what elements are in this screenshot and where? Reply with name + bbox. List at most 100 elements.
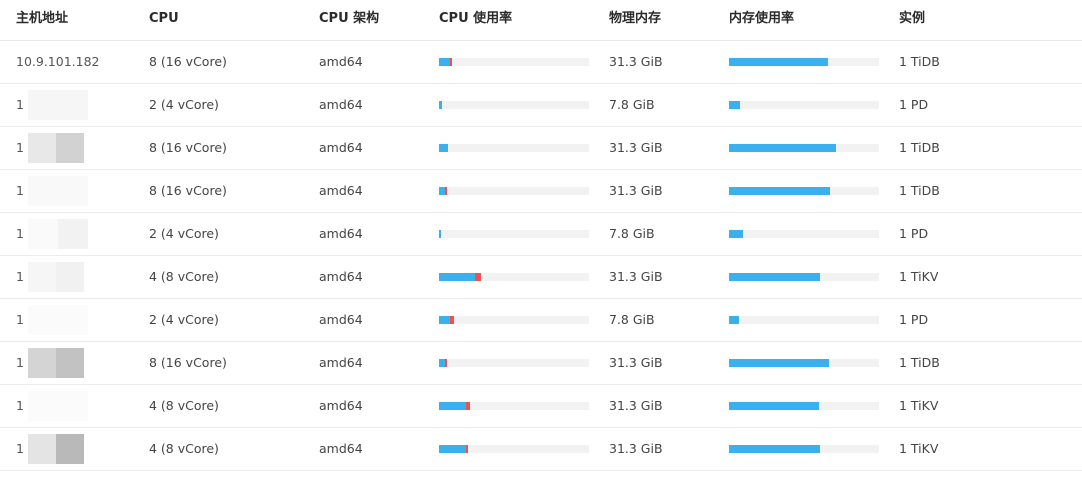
redaction-mask (28, 434, 56, 464)
cpu-cores: 8 (16 vCore) (149, 355, 227, 370)
physical-memory: 31.3 GiB (609, 441, 663, 456)
table-row[interactable]: 1 8 (16 vCore) amd64 31.3 GiB 1 TiDB (0, 342, 1082, 385)
redaction-mask (58, 219, 88, 249)
memory-usage-bar (729, 170, 889, 212)
cpu-usage-track (439, 230, 589, 238)
host-address: 1 (16, 398, 24, 413)
physical-memory: 31.3 GiB (609, 183, 663, 198)
physical-memory: 31.3 GiB (609, 140, 663, 155)
redaction-mask (28, 262, 56, 292)
table-row[interactable]: 1 2 (4 vCore) amd64 7.8 GiB 1 PD (0, 299, 1082, 342)
memory-usage-bar (729, 127, 889, 169)
cpu-system-fill (450, 58, 452, 66)
cpu-cores: 4 (8 vCore) (149, 269, 219, 284)
host-address: 1 (16, 312, 24, 327)
memory-usage-fill (729, 187, 830, 195)
cpu-arch: amd64 (319, 441, 363, 456)
memory-usage-fill (729, 445, 820, 453)
cpu-arch: amd64 (319, 54, 363, 69)
cpu-arch: amd64 (319, 140, 363, 155)
cpu-usage-track (439, 445, 589, 453)
memory-usage-bar (729, 299, 889, 341)
cpu-cores: 8 (16 vCore) (149, 183, 227, 198)
column-header-cpu-usage[interactable]: CPU 使用率 (439, 11, 513, 26)
cpu-user-fill (439, 58, 450, 66)
cpu-system-fill (445, 187, 447, 195)
cpu-cores: 2 (4 vCore) (149, 312, 219, 327)
redaction-mask (28, 305, 88, 335)
cpu-usage-track (439, 101, 589, 109)
memory-usage-track (729, 316, 879, 324)
physical-memory: 7.8 GiB (609, 97, 655, 112)
memory-usage-fill (729, 316, 739, 324)
cpu-user-fill (439, 187, 445, 195)
memory-usage-track (729, 58, 879, 66)
cpu-user-fill (439, 230, 441, 238)
cpu-system-fill (475, 273, 481, 281)
instances: 1 TiDB (899, 183, 940, 198)
memory-usage-fill (729, 402, 819, 410)
memory-usage-fill (729, 58, 828, 66)
table-row[interactable]: 10.9.101.182 8 (16 vCore) amd64 31.3 GiB 1 T… (0, 41, 1082, 84)
memory-usage-track (729, 101, 879, 109)
cpu-usage-bar (439, 170, 599, 212)
instances: 1 TiDB (899, 54, 940, 69)
column-header-memory-usage[interactable]: 内存使用率 (729, 11, 795, 26)
cpu-usage-bar (439, 213, 599, 255)
cpu-usage-bar (439, 385, 599, 427)
memory-usage-track (729, 402, 879, 410)
cpu-usage-track (439, 402, 589, 410)
instances: 1 TiKV (899, 398, 939, 413)
table-row[interactable]: 1 2 (4 vCore) amd64 7.8 GiB 1 PD (0, 84, 1082, 127)
memory-usage-bar (729, 256, 889, 298)
memory-usage-bar (729, 41, 889, 83)
cpu-user-fill (439, 273, 475, 281)
column-header-instances[interactable]: 实例 (899, 11, 926, 26)
instances: 1 PD (899, 226, 929, 241)
column-header-arch[interactable]: CPU 架构 (319, 11, 380, 26)
redaction-mask (28, 219, 58, 249)
table-row[interactable]: 1 4 (8 vCore) amd64 31.3 GiB 1 TiKV (0, 428, 1082, 471)
cpu-system-fill (445, 359, 447, 367)
memory-usage-fill (729, 230, 743, 238)
instances: 1 TiKV (899, 441, 939, 456)
table-row[interactable]: 1 8 (16 vCore) amd64 31.3 GiB 1 TiDB (0, 127, 1082, 170)
cpu-arch: amd64 (319, 226, 363, 241)
cpu-user-fill (439, 316, 450, 324)
cpu-cores: 4 (8 vCore) (149, 441, 219, 456)
cpu-system-fill (466, 445, 468, 453)
cpu-cores: 2 (4 vCore) (149, 97, 219, 112)
memory-usage-bar (729, 213, 889, 255)
memory-usage-fill (729, 359, 829, 367)
cpu-usage-track (439, 273, 589, 281)
cpu-usage-track (439, 58, 589, 66)
redaction-mask (56, 133, 84, 163)
memory-usage-track (729, 230, 879, 238)
instances: 1 TiDB (899, 355, 940, 370)
cpu-usage-bar (439, 41, 599, 83)
physical-memory: 31.3 GiB (609, 54, 663, 69)
host-address: 1 (16, 355, 24, 370)
column-header-cpu[interactable]: CPU (149, 11, 179, 26)
cpu-arch: amd64 (319, 355, 363, 370)
redaction-mask (28, 391, 88, 421)
column-header-memory[interactable]: 物理内存 (609, 11, 662, 26)
table-row[interactable]: 1 4 (8 vCore) amd64 31.3 GiB 1 TiKV (0, 256, 1082, 299)
redaction-mask (56, 434, 84, 464)
cpu-user-fill (439, 359, 445, 367)
redaction-mask (28, 90, 88, 120)
cpu-cores: 8 (16 vCore) (149, 140, 227, 155)
instances: 1 PD (899, 97, 929, 112)
cpu-usage-track (439, 144, 589, 152)
physical-memory: 31.3 GiB (609, 269, 663, 284)
cpu-user-fill (439, 402, 466, 410)
table-row[interactable]: 1 4 (8 vCore) amd64 31.3 GiB 1 TiKV (0, 385, 1082, 428)
column-header-host[interactable]: 主机地址 (16, 11, 69, 26)
cpu-user-fill (439, 101, 442, 109)
cpu-usage-bar (439, 84, 599, 126)
cpu-system-fill (450, 316, 454, 324)
hosts-table: 主机地址 CPU CPU 架构 CPU 使用率 物理内存 内存使用率 实例 10… (0, 11, 1082, 471)
table-body: 10.9.101.182 8 (16 vCore) amd64 31.3 GiB 1 T… (0, 41, 1082, 471)
